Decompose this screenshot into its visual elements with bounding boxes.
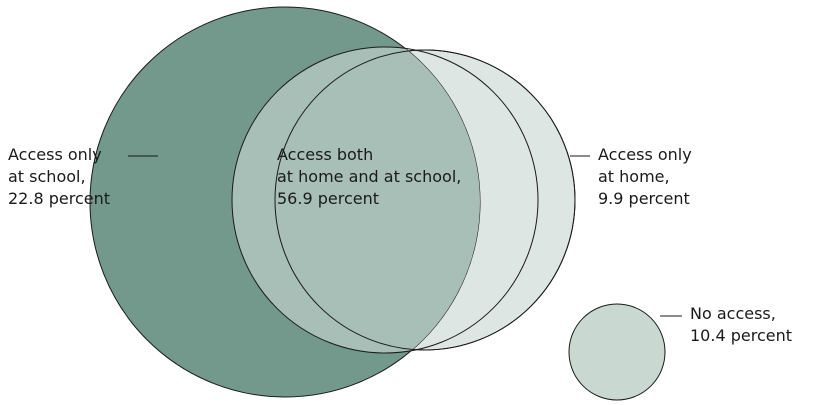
home-only-label: Access only at home, 9.9 percent <box>598 145 692 208</box>
both-label: Access both at home and at school, 56.9 … <box>277 145 462 208</box>
intersection-outline <box>231 46 539 354</box>
no-access-circle <box>568 303 666 401</box>
home-circle-outline <box>274 49 576 351</box>
no-access-label: No access, 10.4 percent <box>690 304 792 345</box>
school-only-label: Access only at school, 22.8 percent <box>8 145 110 208</box>
intersection-region <box>232 47 480 353</box>
